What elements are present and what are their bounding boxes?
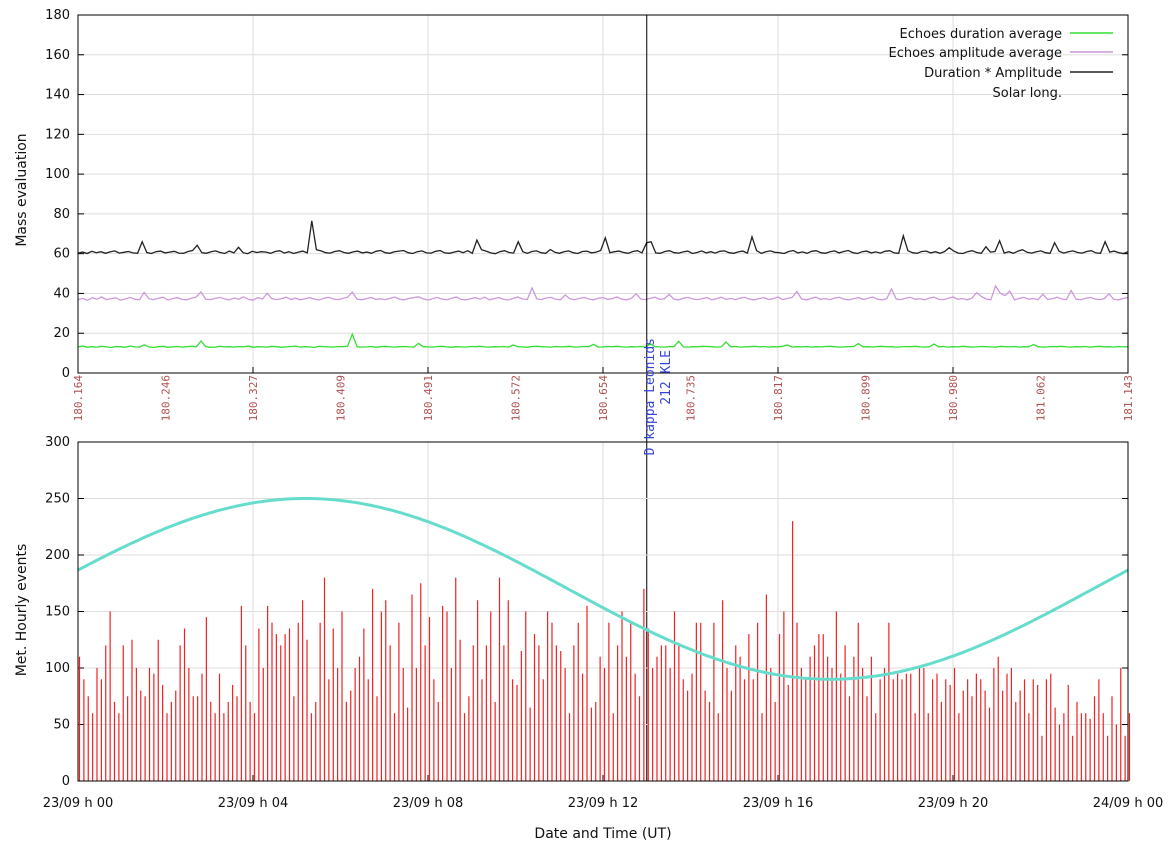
top-y-tick-label: 160: [45, 48, 70, 63]
x-axis-title: Date and Time (UT): [534, 826, 671, 842]
amplitude-average-line: [77, 284, 1129, 302]
x-tick-label: 23/09 h 20: [918, 796, 989, 811]
top-y-tick-label: 60: [53, 247, 70, 262]
solar-longitude-label: 180.327: [247, 375, 260, 421]
duration-average-line: [77, 332, 1129, 349]
x-tick-label: 24/09 h 00: [1093, 796, 1164, 811]
bottom-y-tick-label: 100: [45, 661, 70, 676]
hourly-events-panel: 0 50 100 150 200 250 300 23/09 h 00 23/09 h 04 23…: [43, 435, 1164, 811]
shower-name-label: D kappa Leonids: [643, 338, 658, 455]
top-y-tick-label: 20: [53, 326, 70, 341]
solar-curve-line: [77, 497, 1129, 681]
x-tick-label: 23/09 h 16: [743, 796, 814, 811]
solar-longitude-label: 180.899: [860, 375, 873, 421]
x-tick-label: 23/09 h 04: [218, 796, 289, 811]
solar-longitude-label: 180.817: [772, 375, 785, 421]
shower-code-label: 212 KLE: [659, 350, 674, 405]
top-y-tick-label: 120: [45, 127, 70, 142]
top-y-tick-label: 0: [62, 366, 70, 381]
legend-duration-label: Echoes duration average: [899, 27, 1062, 42]
solar-longitude-label: 180.164: [72, 375, 85, 422]
top-plot-frame: [77, 14, 1129, 374]
bottom-y-axis-title: Met. Hourly events: [14, 544, 30, 677]
top-y-tick-label: 140: [45, 88, 70, 103]
solar-longitude-label: 180.409: [335, 375, 348, 421]
solar-longitude-label: 180.735: [685, 375, 698, 421]
top-y-tick-label: 80: [53, 207, 70, 222]
legend-solar-label: Solar long.: [993, 86, 1062, 101]
bottom-y-tick-label: 300: [45, 435, 70, 450]
mass-evaluation-panel: 0 20 40 60 80 100 120 140 160 180 180.164 180.246 18…: [45, 8, 1135, 781]
legend-amplitude-label: Echoes amplitude average: [888, 46, 1062, 61]
duration-amplitude-line: [77, 220, 1129, 255]
solar-longitude-label: 180.980: [947, 375, 960, 421]
solar-longitude-label: 181.062: [1035, 375, 1048, 421]
solar-longitude-label: 181.143: [1122, 375, 1135, 421]
bottom-y-tick-label: 250: [45, 492, 70, 507]
solar-longitude-label: 180.491: [422, 375, 435, 421]
bottom-y-tick-label: 150: [45, 605, 70, 620]
solar-longitude-label: 180.654: [597, 375, 610, 422]
bottom-plot-frame: [77, 441, 1129, 782]
x-tick-label: 23/09 h 08: [393, 796, 464, 811]
legend: Echoes duration average Echoes amplitude…: [888, 27, 1113, 101]
x-tick-label: 23/09 h 00: [43, 796, 114, 811]
solar-longitude-label: 180.246: [160, 375, 173, 421]
legend-product-label: Duration * Amplitude: [924, 66, 1062, 81]
top-y-tick-label: 180: [45, 8, 70, 23]
top-y-tick-label: 100: [45, 167, 70, 182]
top-y-tick-label: 40: [53, 286, 70, 301]
bottom-y-tick-label: 0: [62, 774, 70, 789]
bottom-y-tick-label: 200: [45, 548, 70, 563]
x-tick-label: 23/09 h 12: [568, 796, 639, 811]
bottom-y-tick-label: 50: [53, 718, 70, 733]
shower-annotation: D kappa Leonids 212 KLE: [643, 338, 674, 455]
top-y-axis-title: Mass evaluation: [14, 133, 30, 246]
solar-longitude-label: 180.572: [510, 375, 523, 421]
